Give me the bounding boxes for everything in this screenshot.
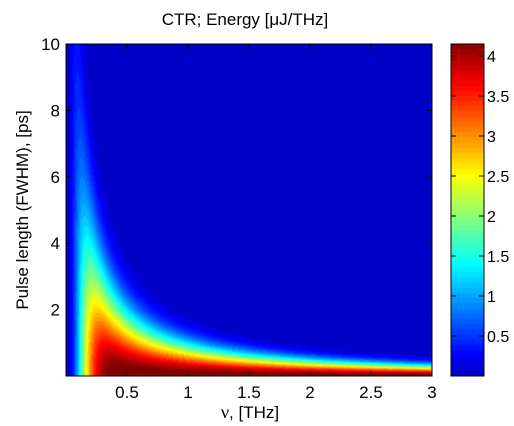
colorbar-tick-label: 4 bbox=[487, 49, 496, 66]
colorbar: 0.5 1 1.5 2 2.5 3 3.5 4 bbox=[450, 43, 509, 377]
heatmap-image bbox=[66, 44, 432, 376]
x-tick-label: 2 bbox=[305, 383, 314, 402]
y-tick-label: 4 bbox=[51, 234, 60, 253]
x-tick-label: 3 bbox=[427, 383, 436, 402]
x-tick-label: 0.5 bbox=[115, 383, 139, 402]
colorbar-tick-label: 3.5 bbox=[487, 89, 509, 106]
y-tick-label: 6 bbox=[51, 168, 60, 187]
y-tick-label: 2 bbox=[51, 301, 60, 320]
colorbar-frame bbox=[450, 43, 485, 377]
colorbar-tick-label: 3 bbox=[487, 129, 496, 146]
x-axis: 0.5 1 1.5 2 2.5 3 bbox=[115, 44, 437, 402]
colorbar-tick-label: 1 bbox=[487, 289, 496, 306]
colorbar-tick-label: 2 bbox=[487, 209, 496, 226]
x-axis-label-symbol: ν bbox=[221, 402, 229, 422]
y-axis: 2 4 6 8 10 bbox=[41, 35, 432, 320]
colorbar-gradient bbox=[451, 44, 484, 376]
chart-title: CTR; Energy [μJ/THz] bbox=[162, 10, 329, 29]
x-axis-label: ν, [THz] bbox=[221, 402, 279, 422]
colorbar-tick-label: 1.5 bbox=[487, 249, 509, 266]
colorbar-tick-label: 2.5 bbox=[487, 169, 509, 186]
colorbar-tick-label: 0.5 bbox=[487, 329, 509, 346]
x-tick-label: 1 bbox=[183, 383, 192, 402]
y-axis-label: Pulse length (FWHM), [ps] bbox=[13, 110, 32, 309]
y-tick-label: 8 bbox=[51, 101, 60, 120]
y-tick-label: 10 bbox=[41, 35, 60, 54]
x-axis-label-text: , [THz] bbox=[229, 403, 279, 422]
heatmap bbox=[66, 44, 432, 376]
x-tick-label: 1.5 bbox=[237, 383, 261, 402]
x-tick-label: 2.5 bbox=[359, 383, 383, 402]
